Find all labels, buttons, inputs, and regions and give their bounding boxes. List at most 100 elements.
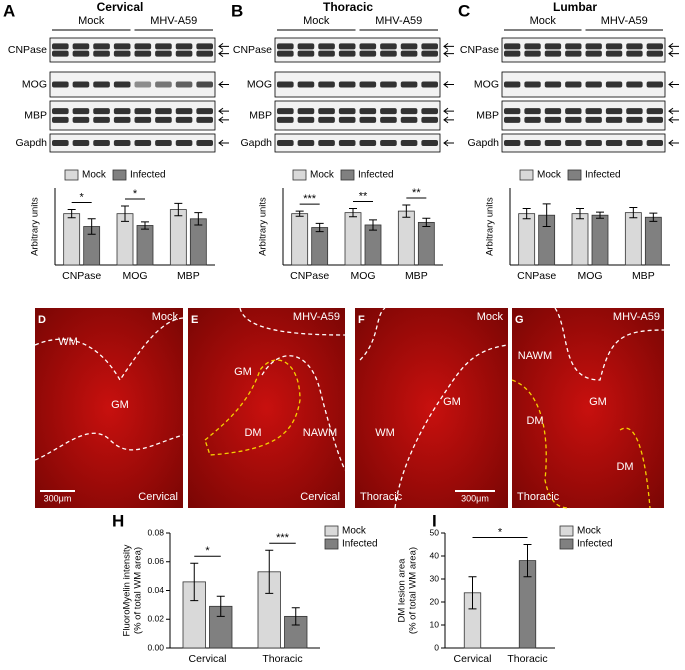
protein-label: MOG (22, 78, 47, 90)
micrograph (355, 308, 508, 508)
blot-band (196, 50, 213, 57)
y-axis-label: (% of total WM area) (133, 547, 144, 634)
blot-band (544, 108, 562, 115)
y-axis-label: (% of total WM area) (408, 547, 419, 634)
error-bar (87, 218, 96, 235)
band-arrow (443, 139, 454, 147)
blot-band (544, 50, 562, 57)
blot-band (524, 108, 541, 115)
scale-label: 300μm (44, 493, 72, 503)
region-label: DM (616, 461, 633, 473)
bar (311, 227, 329, 266)
error-bar (295, 210, 304, 217)
blot-band (504, 108, 521, 115)
bar (591, 214, 609, 266)
lane-group-label: Mock (530, 15, 557, 27)
blot-band (175, 108, 193, 115)
significance-label: ** (412, 187, 421, 199)
blot-band (380, 81, 397, 88)
legend-swatch (324, 525, 339, 537)
blot-band (297, 81, 315, 88)
blot-band (297, 43, 315, 50)
blot-band (277, 50, 294, 57)
panel-title: Lumbar (553, 0, 597, 14)
blot-band (605, 140, 623, 146)
blot-band (175, 50, 193, 57)
y-axis-label: Arbitrary units (258, 197, 269, 256)
error-bar (542, 203, 551, 227)
blot-band (155, 43, 172, 50)
legend-swatch (112, 169, 127, 181)
blot-band (277, 140, 294, 146)
blot-band (338, 108, 356, 115)
significance-label: * (80, 191, 85, 203)
x-tick-label: MBP (632, 270, 655, 282)
region-label: DM (526, 415, 543, 427)
significance-label: * (498, 526, 503, 538)
region-label: GM (111, 399, 129, 411)
band-arrow (668, 43, 679, 50)
y-tick-label: 0 (434, 642, 439, 652)
y-axis-label: Arbitrary units (485, 197, 496, 256)
blot-band (338, 140, 356, 146)
band-arrow (443, 107, 454, 115)
blot-band (155, 81, 172, 88)
legend-label: Mock (342, 526, 367, 537)
error-bar (349, 208, 357, 218)
significance-label: *** (276, 532, 290, 544)
y-tick-label: 0.02 (147, 614, 164, 624)
blot-band (155, 140, 172, 146)
bar (397, 210, 415, 266)
protein-label: MBP (24, 109, 47, 121)
band-arrow (668, 139, 679, 147)
y-axis-label: Arbitrary units (30, 197, 41, 256)
blot-strip (274, 37, 441, 63)
x-tick-label: Cervical (189, 653, 227, 665)
protein-label: CNPase (460, 44, 499, 56)
band-arrow (218, 139, 229, 147)
blot-band (359, 140, 377, 146)
blot-band (400, 50, 418, 57)
region-label: GM (234, 366, 252, 378)
region-boundary (34, 432, 184, 461)
blot-band (524, 50, 541, 57)
blot-band (52, 43, 69, 50)
band-arrow (443, 43, 454, 50)
bar (518, 213, 536, 266)
blot-band (626, 50, 643, 57)
lane-group-label: MHV-A59 (150, 15, 197, 27)
legend-label: Infected (130, 170, 166, 181)
blot-strip (274, 100, 441, 131)
micrograph (188, 308, 345, 508)
blot-band (52, 50, 69, 57)
region-label: MHV-A59 (613, 311, 660, 323)
blot-band (400, 81, 418, 88)
blot-band (338, 43, 356, 50)
y-tick-label: 10 (430, 619, 440, 629)
bar (364, 224, 382, 266)
error-bar (402, 204, 411, 218)
bar (644, 216, 662, 266)
blot-band (134, 81, 152, 88)
blot-strip (501, 100, 666, 131)
error-bar (194, 212, 203, 226)
error-bar (291, 607, 300, 626)
blot-band (277, 43, 294, 50)
error-bar (629, 207, 638, 219)
region-label: GM (589, 396, 607, 408)
region-label: MHV-A59 (293, 311, 340, 323)
bar (417, 221, 435, 266)
band-arrow (443, 116, 454, 124)
blot-band (196, 116, 213, 123)
y-tick-label: 40 (430, 550, 440, 560)
blot-band (646, 140, 663, 146)
blot-band (155, 50, 172, 57)
blot-band (72, 43, 90, 50)
y-tick-label: 30 (430, 573, 440, 583)
blot-band (646, 43, 663, 50)
blot-band (626, 43, 643, 50)
blot-band (380, 50, 397, 57)
blot-band (605, 81, 623, 88)
band-arrow (443, 50, 454, 57)
